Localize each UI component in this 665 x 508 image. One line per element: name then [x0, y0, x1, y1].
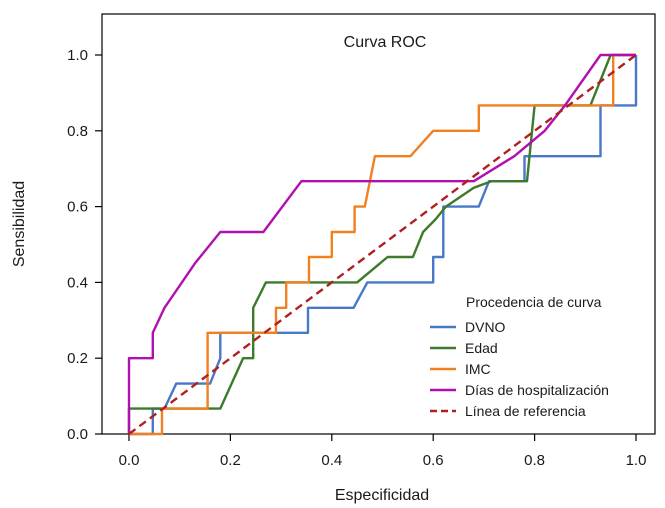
y-tick-label: 0.4: [67, 274, 88, 291]
x-tick-label: 0.6: [423, 452, 444, 469]
y-tick-label: 1.0: [67, 47, 88, 64]
x-tick-label: 0.2: [220, 452, 241, 469]
legend-title: Procedencia de curva: [466, 294, 602, 310]
series-line-5: [128, 54, 637, 435]
legend-label: DVNO: [465, 319, 506, 335]
series-layer: [127, 53, 638, 436]
x-tick-label: 0.8: [524, 452, 545, 469]
series-line-3: [129, 53, 636, 436]
x-tick-label: 0.0: [119, 452, 140, 469]
legend-label: IMC: [465, 361, 491, 377]
x-axis: 0.0 0.2 0.4 0.6 0.8 1.0: [119, 434, 647, 469]
legend-label: Línea de referencia: [465, 403, 586, 419]
legend-label: Edad: [465, 340, 498, 356]
legend-label: Días de hospitalización: [465, 382, 609, 398]
x-tick-label: 1.0: [626, 452, 647, 469]
chart-title: Curva ROC: [344, 34, 427, 51]
legend: Procedencia de curva DVNO Edad IMC Días de …: [430, 294, 609, 419]
y-axis-title: Sensibilidad: [11, 181, 28, 267]
series-line-4: [127, 53, 636, 434]
y-tick-label: 0.0: [67, 426, 88, 443]
plot-frame: [101, 13, 656, 435]
y-tick-label: 0.6: [67, 199, 88, 216]
y-axis: 0.0 0.2 0.4 0.6 0.8 1.0: [67, 47, 102, 443]
x-axis-title: Especificidad: [335, 487, 429, 504]
series-line-2: [127, 53, 636, 434]
series-line-1: [129, 55, 638, 436]
x-tick-label: 0.4: [321, 452, 342, 469]
y-tick-label: 0.2: [67, 350, 88, 367]
y-tick-label: 0.8: [67, 123, 88, 140]
